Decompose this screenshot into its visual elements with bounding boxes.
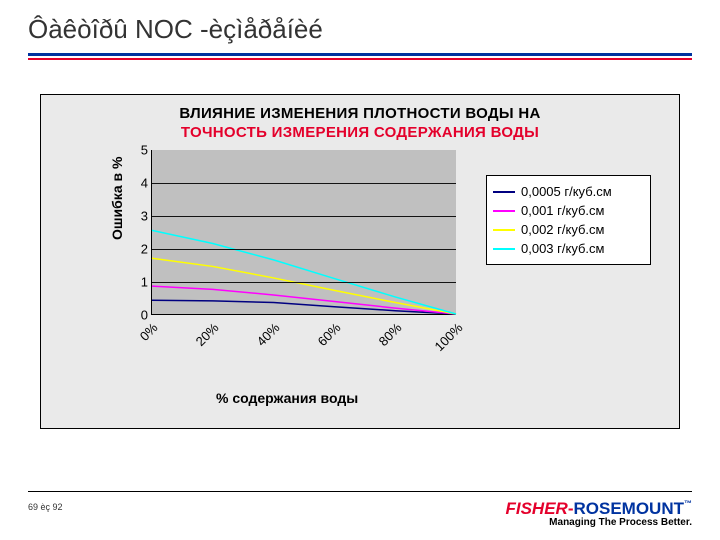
legend-swatch — [493, 191, 515, 193]
brand-fisher: FISHER — [505, 499, 567, 518]
y-tick: 5 — [130, 143, 152, 158]
brand-tm: ™ — [684, 499, 692, 508]
legend-item: 0,002 г/куб.см — [493, 220, 644, 239]
chart-title-line1: ВЛИЯНИЕ ИЗМЕНЕНИЯ ПЛОТНОСТИ ВОДЫ НА — [41, 105, 679, 122]
x-tick: 60% — [315, 320, 344, 349]
x-tick: 100% — [431, 320, 465, 354]
legend-label: 0,0005 г/куб.см — [521, 184, 612, 199]
series-line — [152, 258, 456, 314]
x-tick: 20% — [193, 320, 222, 349]
gridline — [152, 249, 456, 250]
x-axis-label: % содержания воды — [216, 390, 358, 406]
brand-logo: FISHER-ROSEMOUNT™ — [505, 500, 692, 518]
series-line — [152, 300, 456, 314]
legend-swatch — [493, 210, 515, 212]
y-tick: 3 — [130, 209, 152, 224]
gridline — [152, 183, 456, 184]
page-number: 69 èç 92 — [28, 502, 63, 512]
header-divider — [28, 53, 692, 60]
plot-wrap: Ошибка в % 0123450%20%40%60%80%100% 0,00… — [101, 150, 661, 410]
legend-swatch — [493, 229, 515, 231]
legend: 0,0005 г/куб.см 0,001 г/куб.см 0,002 г/куб… — [486, 175, 651, 265]
legend-label: 0,001 г/куб.см — [521, 203, 604, 218]
chart-title-line2: ТОЧНОСТЬ ИЗМЕРЕНИЯ СОДЕРЖАНИЯ ВОДЫ — [41, 124, 679, 141]
gridline — [152, 216, 456, 217]
footer-divider — [28, 491, 692, 492]
y-tick: 1 — [130, 275, 152, 290]
x-tick: 40% — [254, 320, 283, 349]
legend-item: 0,001 г/куб.см — [493, 201, 644, 220]
gridline — [152, 282, 456, 283]
series-svg — [152, 150, 456, 314]
legend-item: 0,0005 г/куб.см — [493, 182, 644, 201]
x-tick: 0% — [137, 320, 161, 344]
brand-tagline: Managing The Process Better. — [505, 518, 692, 529]
y-tick: 4 — [130, 176, 152, 191]
plot-area: 0123450%20%40%60%80%100% — [151, 150, 456, 315]
brand-block: FISHER-ROSEMOUNT™ Managing The Process B… — [505, 500, 692, 528]
slide-title: Ôàêòîðû NOC -èçìåðåíèé — [0, 0, 720, 53]
y-axis-label: Ошибка в % — [109, 157, 125, 240]
legend-label: 0,002 г/куб.см — [521, 222, 604, 237]
legend-item: 0,003 г/куб.см — [493, 239, 644, 258]
chart-card: ВЛИЯНИЕ ИЗМЕНЕНИЯ ПЛОТНОСТИ ВОДЫ НА ТОЧН… — [40, 94, 680, 429]
y-tick: 2 — [130, 242, 152, 257]
x-tick: 80% — [376, 320, 405, 349]
brand-rosemount: ROSEMOUNT — [574, 499, 685, 518]
legend-swatch — [493, 248, 515, 250]
legend-label: 0,003 г/куб.см — [521, 241, 604, 256]
